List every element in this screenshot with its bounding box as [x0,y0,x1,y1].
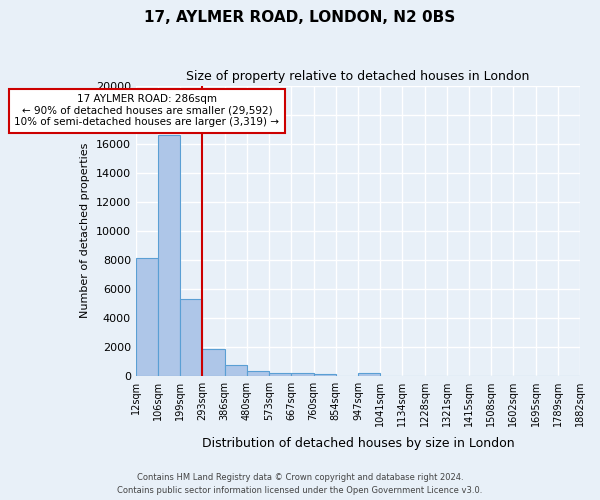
Y-axis label: Number of detached properties: Number of detached properties [80,143,91,318]
Bar [314,374,336,376]
Text: 17 AYLMER ROAD: 286sqm
← 90% of detached houses are smaller (29,592)
10% of semi: 17 AYLMER ROAD: 286sqm ← 90% of detached… [14,94,280,128]
Bar [180,298,202,376]
Text: 17, AYLMER ROAD, LONDON, N2 0BS: 17, AYLMER ROAD, LONDON, N2 0BS [145,10,455,25]
Text: Contains HM Land Registry data © Crown copyright and database right 2024.
Contai: Contains HM Land Registry data © Crown c… [118,474,482,495]
Bar [224,364,247,376]
Bar [247,371,269,376]
Bar [292,374,314,376]
Bar [158,135,180,376]
X-axis label: Distribution of detached houses by size in London: Distribution of detached houses by size … [202,437,514,450]
Bar [136,258,158,376]
Bar [269,372,292,376]
Bar [358,374,380,376]
Bar [202,348,224,376]
Title: Size of property relative to detached houses in London: Size of property relative to detached ho… [186,70,530,83]
